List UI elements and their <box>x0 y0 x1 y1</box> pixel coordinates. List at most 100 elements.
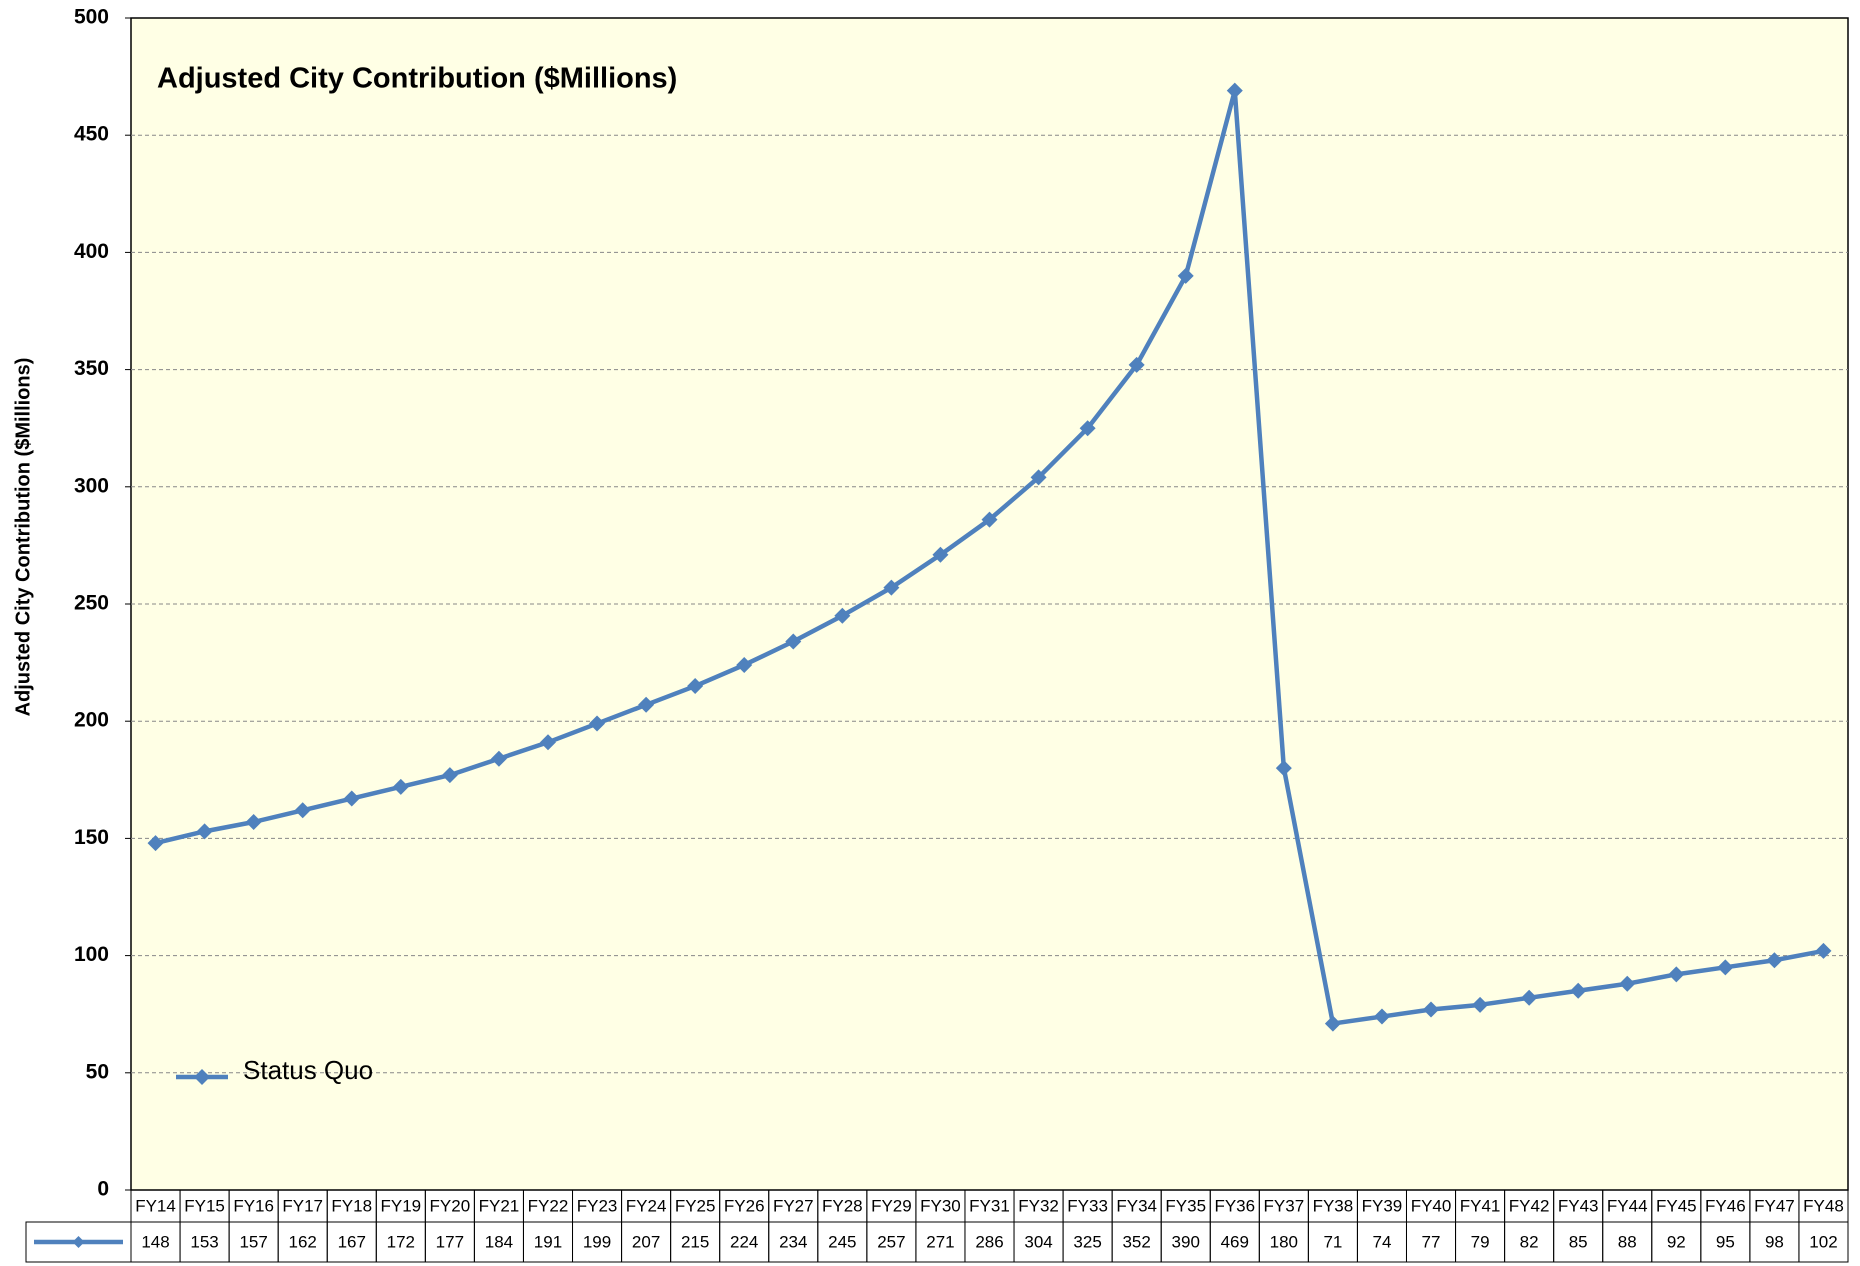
x-tick-label: FY40 <box>1411 1196 1452 1215</box>
table-value: 102 <box>1809 1232 1837 1251</box>
data-point <box>1079 420 1096 437</box>
data-point <box>834 607 851 624</box>
table-cell <box>1798 1221 1849 1263</box>
table-value: 286 <box>975 1232 1003 1251</box>
x-tick-label: FY46 <box>1705 1196 1746 1215</box>
data-point <box>490 750 507 767</box>
data-point <box>883 579 900 596</box>
y-tick-label: 300 <box>74 474 109 497</box>
table-value: 234 <box>779 1232 807 1251</box>
x-tick-label: FY20 <box>430 1196 471 1215</box>
data-point <box>1128 356 1145 373</box>
data-point <box>147 835 164 852</box>
table-value: 304 <box>1024 1232 1052 1251</box>
data-point <box>736 656 753 673</box>
table-key-marker <box>72 1236 85 1248</box>
x-tick-label: FY21 <box>479 1196 520 1215</box>
x-tick-label: FY31 <box>969 1196 1010 1215</box>
table-value: 390 <box>1172 1232 1200 1251</box>
x-tick-label: FY24 <box>626 1196 667 1215</box>
x-tick-label: FY37 <box>1264 1196 1305 1215</box>
table-value: 74 <box>1372 1232 1391 1251</box>
data-point <box>196 823 213 840</box>
table-value: 77 <box>1422 1232 1441 1251</box>
table-value: 177 <box>436 1232 464 1251</box>
table-value: 157 <box>239 1232 267 1251</box>
x-tick-label: FY18 <box>331 1196 372 1215</box>
x-tick-label: FY16 <box>233 1196 274 1215</box>
x-tick-label: FY41 <box>1460 1196 1501 1215</box>
data-point <box>1373 1008 1390 1025</box>
x-tick-label: FY25 <box>675 1196 716 1215</box>
table-value: 245 <box>828 1232 856 1251</box>
data-point <box>1521 989 1538 1006</box>
table-value: 215 <box>681 1232 709 1251</box>
x-tick-label: FY44 <box>1607 1196 1648 1215</box>
table-value: 92 <box>1667 1232 1686 1251</box>
x-tick-label: FY15 <box>184 1196 225 1215</box>
table-value: 352 <box>1122 1232 1150 1251</box>
table-value: 199 <box>583 1232 611 1251</box>
data-point <box>1619 975 1636 992</box>
data-point <box>392 778 409 795</box>
legend-marker <box>194 1069 210 1085</box>
data-point <box>441 767 458 784</box>
x-tick-label: FY38 <box>1313 1196 1354 1215</box>
data-point <box>1423 1001 1440 1018</box>
table-value: 88 <box>1618 1232 1637 1251</box>
data-point <box>1766 952 1783 969</box>
table-value: 191 <box>534 1232 562 1251</box>
table-value: 224 <box>730 1232 758 1251</box>
y-tick-label: 400 <box>74 240 109 263</box>
x-tick-label: FY45 <box>1656 1196 1697 1215</box>
y-tick-label: 50 <box>86 1060 109 1083</box>
y-tick-label: 350 <box>74 357 109 380</box>
data-point <box>1570 982 1587 999</box>
data-point <box>1177 267 1194 284</box>
x-tick-label: FY47 <box>1754 1196 1795 1215</box>
data-point <box>1668 966 1685 983</box>
table-value: 98 <box>1765 1232 1784 1251</box>
x-tick-label: FY27 <box>773 1196 814 1215</box>
x-tick-label: FY14 <box>135 1196 176 1215</box>
table-value: 153 <box>190 1232 218 1251</box>
data-point <box>539 734 556 751</box>
x-tick-label: FY42 <box>1509 1196 1550 1215</box>
x-tick-label: FY19 <box>380 1196 421 1215</box>
x-tick-label: FY32 <box>1018 1196 1059 1215</box>
data-point <box>294 802 311 819</box>
data-point <box>1472 996 1489 1013</box>
data-point <box>1275 760 1292 777</box>
table-value: 207 <box>632 1232 660 1251</box>
table-value: 184 <box>485 1232 513 1251</box>
table-value: 162 <box>289 1232 317 1251</box>
x-tick-label: FY29 <box>871 1196 912 1215</box>
x-tick-label: FY34 <box>1116 1196 1157 1215</box>
table-value: 95 <box>1716 1232 1735 1251</box>
table-value: 271 <box>926 1232 954 1251</box>
y-tick-label: 250 <box>74 592 109 615</box>
data-point <box>981 511 998 528</box>
table-value: 71 <box>1323 1232 1342 1251</box>
data-point <box>932 546 949 563</box>
x-tick-label: FY33 <box>1067 1196 1108 1215</box>
table-value: 79 <box>1471 1232 1490 1251</box>
table-value: 167 <box>338 1232 366 1251</box>
x-tick-label: FY28 <box>822 1196 863 1215</box>
data-point <box>1815 942 1832 959</box>
data-point <box>785 633 802 650</box>
y-tick-label: 450 <box>74 123 109 146</box>
data-point <box>1226 82 1243 99</box>
x-tick-label: FY23 <box>577 1196 618 1215</box>
legend-label: Status Quo <box>243 1055 373 1085</box>
data-point <box>1030 469 1047 486</box>
x-tick-label: FY43 <box>1558 1196 1599 1215</box>
data-point <box>589 715 606 732</box>
data-point <box>638 696 655 713</box>
x-tick-label: FY22 <box>528 1196 569 1215</box>
x-tick-label: FY39 <box>1362 1196 1403 1215</box>
x-tick-label: FY35 <box>1165 1196 1206 1215</box>
table-value: 85 <box>1569 1232 1588 1251</box>
x-tick-label: FY26 <box>724 1196 765 1215</box>
